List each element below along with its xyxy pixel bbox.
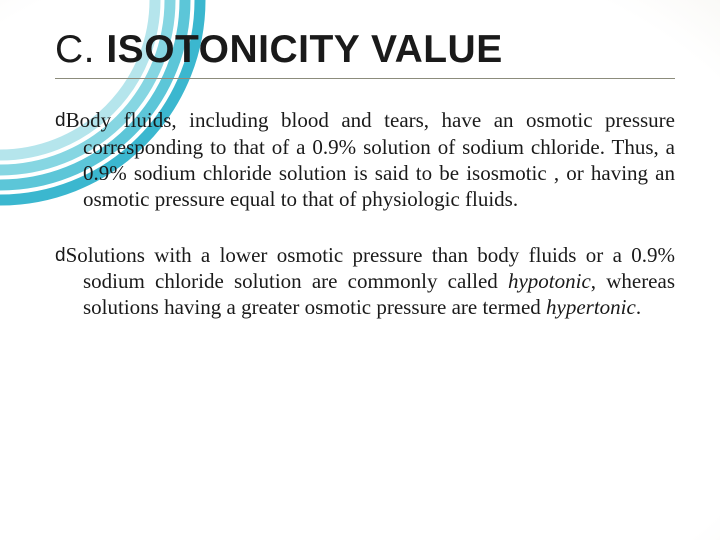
content-area: C. ISOTONICITY VALUE dBody fluids, inclu… <box>55 28 675 350</box>
paragraph-2-post: . <box>636 295 641 319</box>
paragraph-1-text: Body fluids, including blood and tears, … <box>66 108 675 211</box>
bullet-icon: d <box>55 245 66 266</box>
slide-container: C. ISOTONICITY VALUE dBody fluids, inclu… <box>0 0 720 540</box>
slide-title: C. ISOTONICITY VALUE <box>55 28 675 79</box>
title-main: ISOTONICITY VALUE <box>106 28 502 71</box>
paragraph-2-em2: hypertonic <box>546 295 636 319</box>
title-prefix: C. <box>55 28 106 71</box>
bullet-icon: d <box>55 110 66 131</box>
paragraph-2-em1: hypotonic <box>508 269 591 293</box>
paragraph-1: dBody fluids, including blood and tears,… <box>55 107 675 212</box>
paragraph-2: dSolutions with a lower osmotic pressure… <box>55 242 675 321</box>
